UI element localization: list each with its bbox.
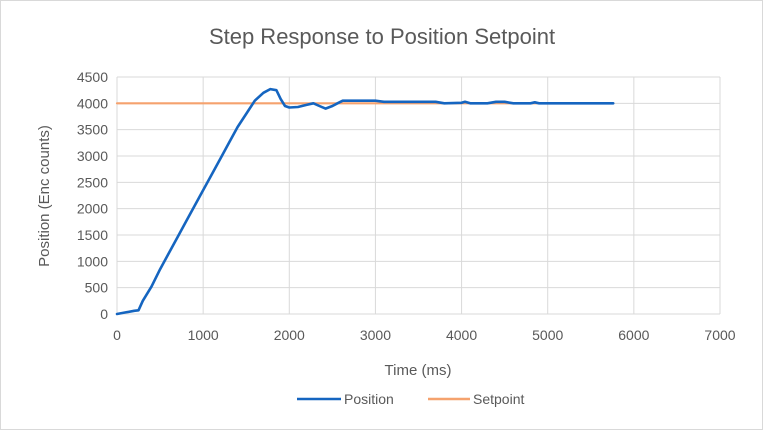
x-axis-label: Time (ms) — [385, 362, 452, 379]
x-tick-label: 1000 — [188, 327, 219, 343]
x-tick-label: 7000 — [704, 327, 735, 343]
series-line-position — [115, 87, 615, 316]
x-tick-label: 2000 — [274, 327, 305, 343]
x-tick-label: 6000 — [618, 327, 649, 343]
y-tick-label: 0 — [100, 306, 108, 322]
legend: Position Setpoint — [297, 391, 524, 407]
y-axis-label: Position (Enc counts) — [36, 125, 53, 267]
gridlines — [116, 76, 721, 315]
series-group — [115, 87, 615, 316]
y-tick-label: 1000 — [77, 253, 108, 269]
y-tick-label: 2500 — [77, 174, 108, 190]
y-tick-label: 3000 — [77, 148, 108, 164]
x-tick-label: 0 — [113, 327, 121, 343]
legend-label-position: Position — [344, 391, 394, 407]
y-tick-label: 2000 — [77, 201, 108, 217]
y-tick-label: 3500 — [77, 122, 108, 138]
y-tick-label: 500 — [85, 280, 109, 296]
chart-title: Step Response to Position Setpoint — [209, 24, 555, 49]
x-tick-label: 4000 — [446, 327, 477, 343]
y-tick-label: 1500 — [77, 227, 108, 243]
x-tick-label: 5000 — [532, 327, 563, 343]
x-tick-label: 3000 — [360, 327, 391, 343]
y-tick-label: 4500 — [77, 69, 108, 85]
legend-label-setpoint: Setpoint — [473, 391, 524, 407]
tick-labels: 0 500 1000 1500 2000 2500 3000 3500 4000 4500 0 100… — [77, 69, 736, 343]
y-tick-label: 4000 — [77, 95, 108, 111]
